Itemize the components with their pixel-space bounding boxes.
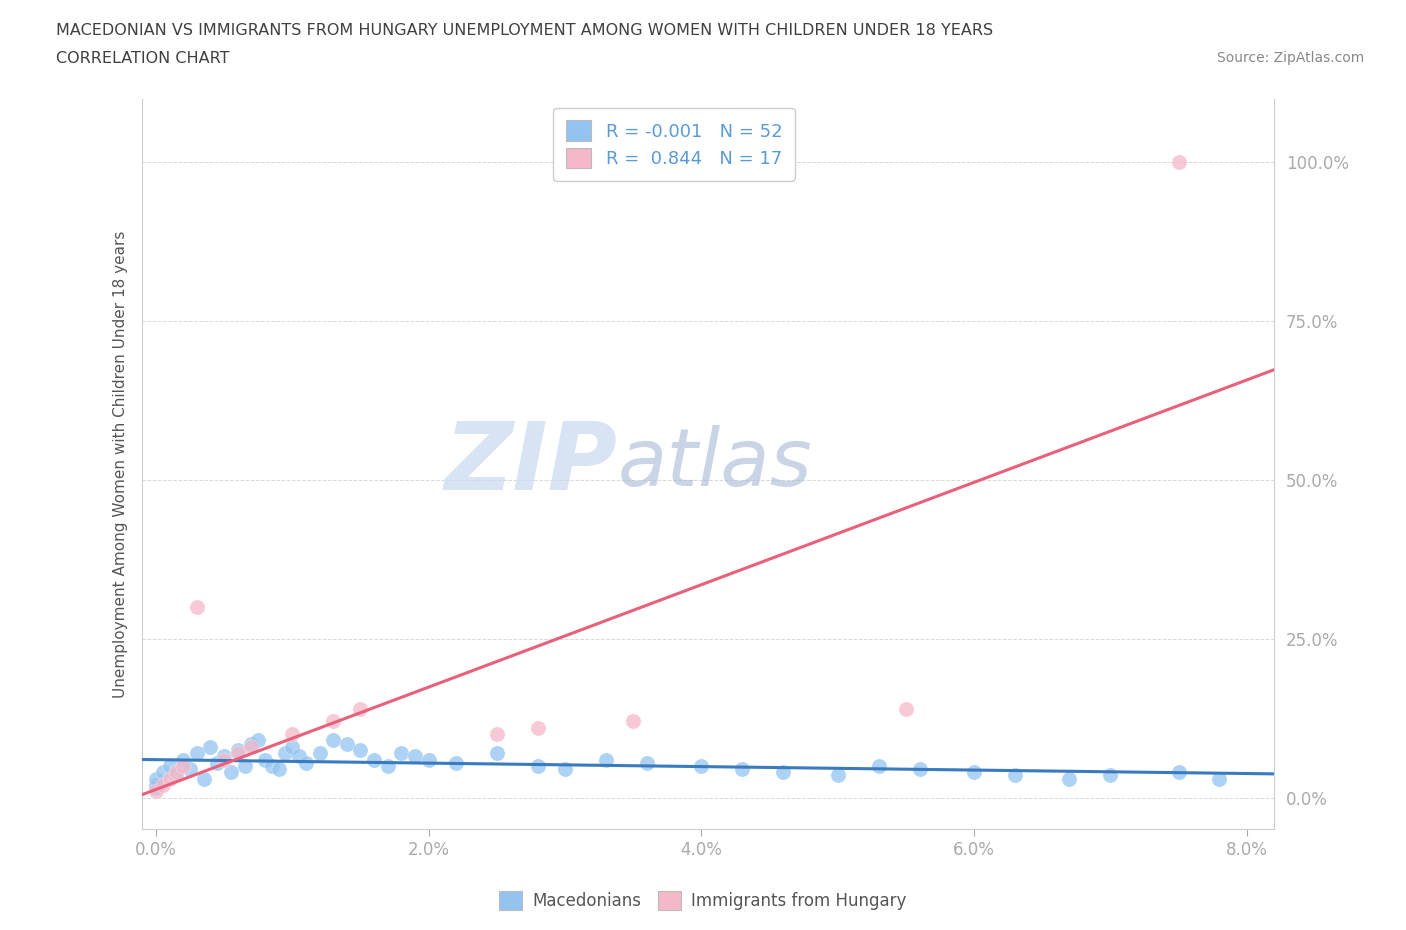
Point [526,759,548,774]
Point [212,749,235,764]
Legend: Macedonians, Immigrants from Hungary: Macedonians, Immigrants from Hungary [492,884,914,917]
Point [526,721,548,736]
Point [179,762,201,777]
Text: atlas: atlas [617,425,813,503]
Point [200,739,222,754]
Point [212,752,235,767]
Point [233,759,256,774]
Point [772,764,794,779]
Point [894,701,917,716]
Point [621,714,644,729]
Point [152,777,174,792]
Point [418,752,440,767]
Point [595,752,617,767]
Point [219,764,242,779]
Point [295,755,318,770]
Point [226,742,249,757]
Point [207,755,229,770]
Point [274,746,297,761]
Point [377,759,399,774]
Point [253,752,276,767]
Point [827,768,849,783]
Point [363,752,385,767]
Point [159,759,181,774]
Point [267,762,290,777]
Point [186,746,208,761]
Text: CORRELATION CHART: CORRELATION CHART [56,51,229,66]
Point [172,759,194,774]
Point [868,759,890,774]
Point [636,755,658,770]
Point [240,737,263,751]
Point [444,755,467,770]
Point [288,749,311,764]
Point [554,762,576,777]
Text: Source: ZipAtlas.com: Source: ZipAtlas.com [1216,51,1364,65]
Text: ZIP: ZIP [444,418,617,510]
Point [690,759,713,774]
Point [226,746,249,761]
Point [281,739,304,754]
Point [165,768,187,783]
Point [145,784,167,799]
Point [193,771,215,786]
Point [152,764,174,779]
Point [349,701,371,716]
Point [322,714,344,729]
Text: MACEDONIAN VS IMMIGRANTS FROM HUNGARY UNEMPLOYMENT AMONG WOMEN WITH CHILDREN UND: MACEDONIAN VS IMMIGRANTS FROM HUNGARY UN… [56,23,994,38]
Point [485,726,508,741]
Point [145,780,167,795]
Point [165,764,187,779]
Point [308,746,330,761]
Point [1059,771,1081,786]
Point [1167,764,1189,779]
Point [404,749,426,764]
Point [1004,768,1026,783]
Point [145,777,167,792]
Point [963,764,986,779]
Point [1099,768,1122,783]
Point [145,771,167,786]
Point [159,771,181,786]
Point [281,726,304,741]
Point [1208,771,1230,786]
Point [336,737,359,751]
Point [1167,154,1189,169]
Y-axis label: Unemployment Among Women with Children Under 18 years: Unemployment Among Women with Children U… [114,231,128,698]
Point [908,762,931,777]
Point [322,733,344,748]
Legend: R = -0.001   N = 52, R =  0.844   N = 17: R = -0.001 N = 52, R = 0.844 N = 17 [554,108,794,181]
Point [247,733,270,748]
Point [260,759,283,774]
Point [186,600,208,615]
Point [485,746,508,761]
Point [731,762,754,777]
Point [389,746,412,761]
Point [172,752,194,767]
Point [240,739,263,754]
Point [349,742,371,757]
